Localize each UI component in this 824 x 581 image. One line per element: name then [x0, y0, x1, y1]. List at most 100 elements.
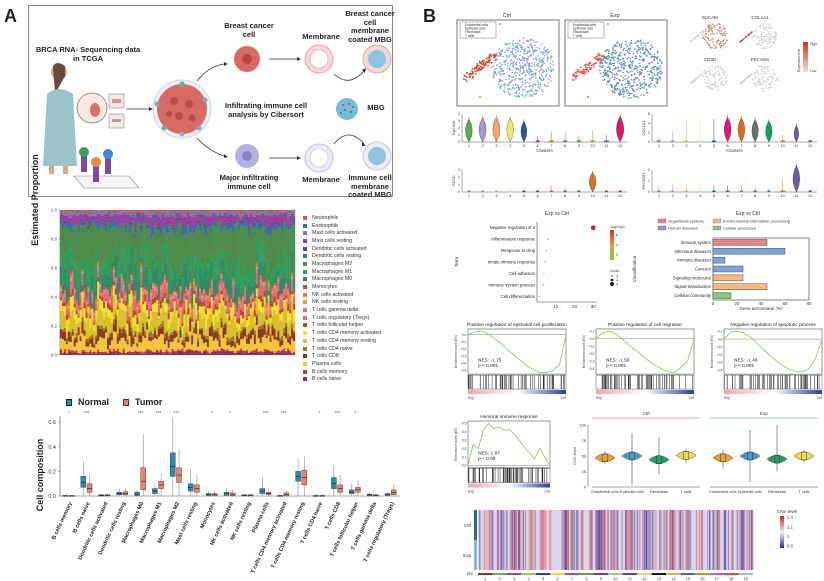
stacked-segment — [234, 219, 237, 225]
stacked-segment — [79, 293, 82, 295]
stacked-segment — [261, 337, 264, 352]
stacked-segment — [222, 306, 225, 326]
stacked-segment — [191, 344, 194, 350]
stacked-segment — [146, 227, 149, 230]
stacked-segment — [283, 292, 286, 294]
stacked-segment — [238, 212, 241, 214]
stacked-segment — [240, 218, 243, 221]
tsne-point-epithelial — [497, 83, 500, 86]
legend-label: T cells CD4 memory activated — [312, 330, 382, 337]
stacked-segment — [99, 336, 102, 352]
tsne-point-epithelial — [493, 68, 496, 71]
stacked-segment — [253, 316, 257, 323]
tsne-point-epithelial — [500, 80, 502, 82]
stacked-segment — [199, 352, 202, 355]
stacked-segment — [212, 212, 215, 222]
stacked-segment — [199, 289, 202, 291]
stacked-segment — [140, 244, 143, 256]
feature-point — [716, 84, 718, 87]
tsne-point-epithelial — [640, 83, 643, 86]
stacked-segment — [265, 323, 268, 331]
stacked-segment — [101, 328, 104, 338]
tsne-point-epithelial — [515, 62, 518, 64]
tsne-point-fibroblast — [479, 65, 482, 68]
stacked-segment — [248, 210, 251, 213]
stacked-segment — [220, 350, 223, 355]
stacked-segment — [67, 213, 70, 218]
stacked-segment — [208, 287, 211, 289]
tsne-point-epithelial — [511, 42, 514, 45]
stacked-segment — [251, 225, 255, 229]
tsne-point-epithelial — [508, 66, 511, 69]
feature-point — [723, 73, 725, 75]
tsne-point-fibroblast — [594, 57, 597, 60]
stacked-segment — [191, 310, 194, 312]
tsne-point-epithelial — [628, 66, 631, 69]
tsne-point-epithelial — [525, 93, 528, 96]
stacked-segment — [206, 351, 210, 353]
stacked-segment — [206, 352, 210, 355]
stacked-segment — [69, 232, 72, 250]
feature-point — [764, 27, 767, 29]
stacked-segment — [85, 220, 88, 222]
tsne-point-epithelial — [646, 65, 649, 67]
x-tick-label: 30 — [591, 304, 597, 309]
feature-point — [714, 27, 716, 29]
violin-shape — [767, 190, 771, 193]
stacked-segment — [148, 222, 151, 224]
stacked-segment — [124, 232, 127, 250]
stacked-segment — [226, 294, 229, 299]
stacked-segment — [259, 272, 262, 276]
kegg-bar — [712, 274, 744, 282]
gsea-plots: Positive regulation of epithelial cell p… — [454, 322, 823, 400]
stacked-segment — [283, 212, 286, 218]
stacked-segment — [208, 226, 211, 231]
y-tick-label: 3 — [458, 119, 460, 123]
stacked-segment — [218, 302, 221, 313]
stacked-segment — [285, 256, 288, 278]
stacked-segment — [152, 283, 155, 286]
stacked-segment — [134, 295, 137, 299]
stacked-segment — [107, 337, 110, 339]
stacked-segment — [144, 294, 147, 302]
stacked-segment — [279, 224, 282, 229]
stacked-segment — [144, 291, 147, 293]
stacked-segment — [65, 215, 69, 223]
stacked-segment — [159, 213, 163, 219]
stacked-segment — [138, 304, 141, 310]
stacked-segment — [97, 325, 100, 342]
stacked-segment — [171, 297, 174, 299]
stacked-segment — [105, 352, 108, 355]
stacked-segment — [107, 275, 110, 288]
stacked-segment — [146, 321, 149, 324]
stacked-segment — [246, 306, 249, 309]
stacked-segment — [281, 308, 284, 313]
stacked-segment — [150, 341, 153, 351]
stacked-segment — [85, 303, 88, 306]
stacked-segment — [216, 293, 219, 297]
stacked-segment — [157, 312, 161, 316]
stacked-segment — [155, 289, 159, 291]
stacked-segment — [244, 226, 247, 266]
stacked-segment — [261, 220, 264, 222]
stacked-segment — [214, 331, 217, 339]
tsne-point-epithelial — [548, 68, 550, 71]
stacked-segment — [204, 292, 208, 295]
stacked-segment — [181, 348, 184, 351]
stacked-segment — [257, 221, 260, 223]
stacked-segment — [293, 353, 296, 355]
stacked-segment — [214, 297, 217, 299]
box-tumor — [86, 483, 93, 493]
tsne-point-epithelial — [549, 62, 552, 65]
feature-point — [761, 74, 764, 76]
stacked-segment — [255, 251, 258, 262]
tsne-point-fibroblast — [590, 67, 592, 70]
stacked-segment — [171, 211, 174, 213]
stacked-segment — [197, 225, 200, 263]
stacked-segment — [189, 210, 192, 212]
stacked-segment — [216, 273, 219, 292]
tsne-point-epithelial — [523, 71, 525, 73]
stacked-segment — [204, 216, 208, 226]
stacked-segment — [140, 228, 143, 233]
feature-point — [713, 44, 715, 47]
